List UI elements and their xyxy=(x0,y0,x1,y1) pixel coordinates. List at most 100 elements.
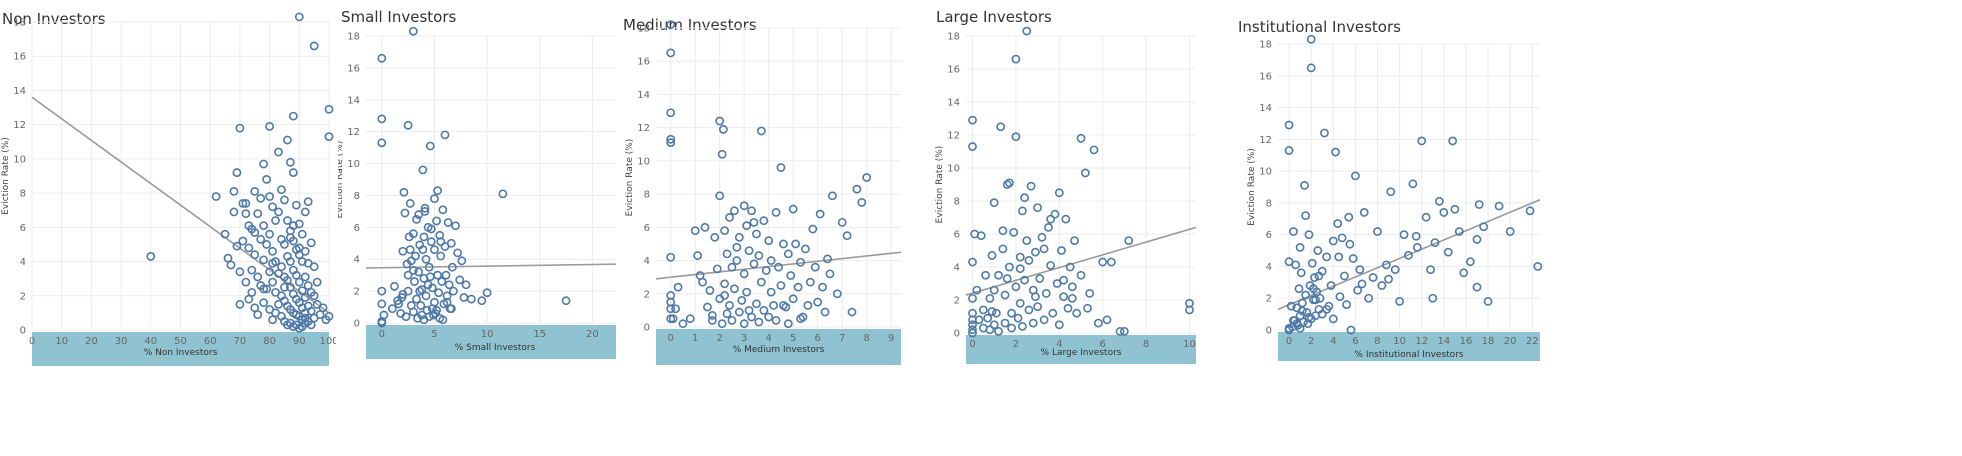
data-point xyxy=(1355,265,1365,275)
data-point xyxy=(438,205,448,215)
data-point xyxy=(268,202,277,212)
data-point xyxy=(1359,208,1369,217)
data-point xyxy=(734,307,744,317)
data-point xyxy=(277,185,286,195)
data-point xyxy=(705,286,715,295)
data-point xyxy=(698,277,707,287)
data-point xyxy=(1350,171,1360,181)
data-point xyxy=(778,239,788,249)
data-point xyxy=(430,245,439,255)
scatter-plot-large-investors: 0 2 4 6 8 10 12 14 16 18 0 2 4 6 8 10 % Large Investors E… xyxy=(935,26,1197,364)
data-point xyxy=(1472,235,1482,244)
x-tick-label: 22 xyxy=(1526,336,1539,347)
data-point xyxy=(796,314,805,324)
data-point xyxy=(403,120,413,130)
y-tick-label: 10 xyxy=(347,159,360,170)
data-point xyxy=(274,207,283,217)
data-point xyxy=(747,206,756,216)
data-point xyxy=(1002,180,1012,189)
data-point xyxy=(1326,281,1336,290)
data-point xyxy=(991,308,1001,318)
x-tick-label: 4 xyxy=(1330,336,1336,347)
data-point xyxy=(312,277,322,287)
data-point xyxy=(457,256,467,266)
data-point xyxy=(968,320,977,330)
data-point xyxy=(441,270,451,280)
data-point xyxy=(1119,326,1129,336)
data-point xyxy=(1301,290,1311,300)
data-point xyxy=(414,267,424,277)
data-point xyxy=(996,122,1006,132)
data-point xyxy=(690,226,700,236)
data-point xyxy=(673,282,683,292)
x-tick-label: 6 xyxy=(815,333,821,344)
x-tick-label: 40 xyxy=(144,336,157,347)
data-point xyxy=(253,310,263,319)
data-point xyxy=(972,285,982,295)
data-point xyxy=(1076,270,1086,280)
data-point xyxy=(405,245,415,255)
panel-medium-investors: Medium Investors 0 2 4 6 8 10 12 14 16 18 0 1 2 3 4 5 6 7… xyxy=(620,0,922,456)
data-point xyxy=(791,239,801,249)
data-point xyxy=(300,293,310,302)
data-point xyxy=(1067,282,1077,292)
data-point xyxy=(250,186,260,196)
data-point xyxy=(823,254,832,264)
data-point xyxy=(1044,222,1053,232)
data-point xyxy=(377,53,387,63)
data-point xyxy=(1048,308,1058,318)
data-point xyxy=(1430,238,1440,248)
data-point xyxy=(1300,181,1309,190)
data-point xyxy=(998,244,1008,254)
data-point xyxy=(1304,230,1314,240)
data-point xyxy=(1320,128,1329,138)
data-point xyxy=(294,219,304,229)
data-point xyxy=(739,319,749,329)
data-point xyxy=(324,104,334,114)
data-point xyxy=(1020,193,1029,203)
y-axis-label: Eviction Rate (%) xyxy=(338,141,345,219)
y-tick-label: 8 xyxy=(354,191,360,202)
data-point xyxy=(1353,285,1362,295)
data-point xyxy=(1368,273,1378,282)
data-point xyxy=(771,315,781,325)
data-point xyxy=(324,311,334,321)
data-point xyxy=(438,315,448,325)
y-axis-label: Eviction Rate (%) xyxy=(1247,148,1257,226)
data-point xyxy=(1037,232,1047,242)
data-point xyxy=(666,138,676,148)
data-point xyxy=(418,245,428,255)
y-tick-label: 12 xyxy=(637,123,650,134)
data-point xyxy=(1284,324,1294,333)
data-point xyxy=(280,240,289,249)
data-point xyxy=(447,262,457,272)
data-point xyxy=(1311,295,1320,305)
data-point xyxy=(1313,246,1323,255)
x-tick-label: 2 xyxy=(717,333,723,344)
data-point xyxy=(229,207,239,217)
data-point xyxy=(220,229,230,239)
data-point xyxy=(1448,136,1458,146)
y-tick-label: 8 xyxy=(644,190,650,201)
data-point xyxy=(1339,271,1349,281)
data-point xyxy=(265,267,274,277)
data-point xyxy=(415,286,425,296)
x-tick-label: 5 xyxy=(431,329,437,340)
data-point xyxy=(1059,292,1069,302)
data-point xyxy=(1007,308,1016,318)
data-point xyxy=(1411,231,1421,241)
data-point xyxy=(720,291,729,300)
data-point xyxy=(1089,145,1099,155)
data-point xyxy=(1426,265,1435,275)
data-point xyxy=(377,318,387,328)
x-tick-label: 70 xyxy=(234,336,247,347)
data-point xyxy=(253,272,263,282)
data-point xyxy=(718,124,728,134)
data-point xyxy=(1284,146,1294,155)
data-point xyxy=(983,313,993,323)
y-tick-label: 14 xyxy=(1259,103,1272,114)
data-point xyxy=(827,191,837,201)
data-point xyxy=(285,233,295,242)
data-point xyxy=(424,262,434,272)
data-point xyxy=(1065,262,1075,272)
